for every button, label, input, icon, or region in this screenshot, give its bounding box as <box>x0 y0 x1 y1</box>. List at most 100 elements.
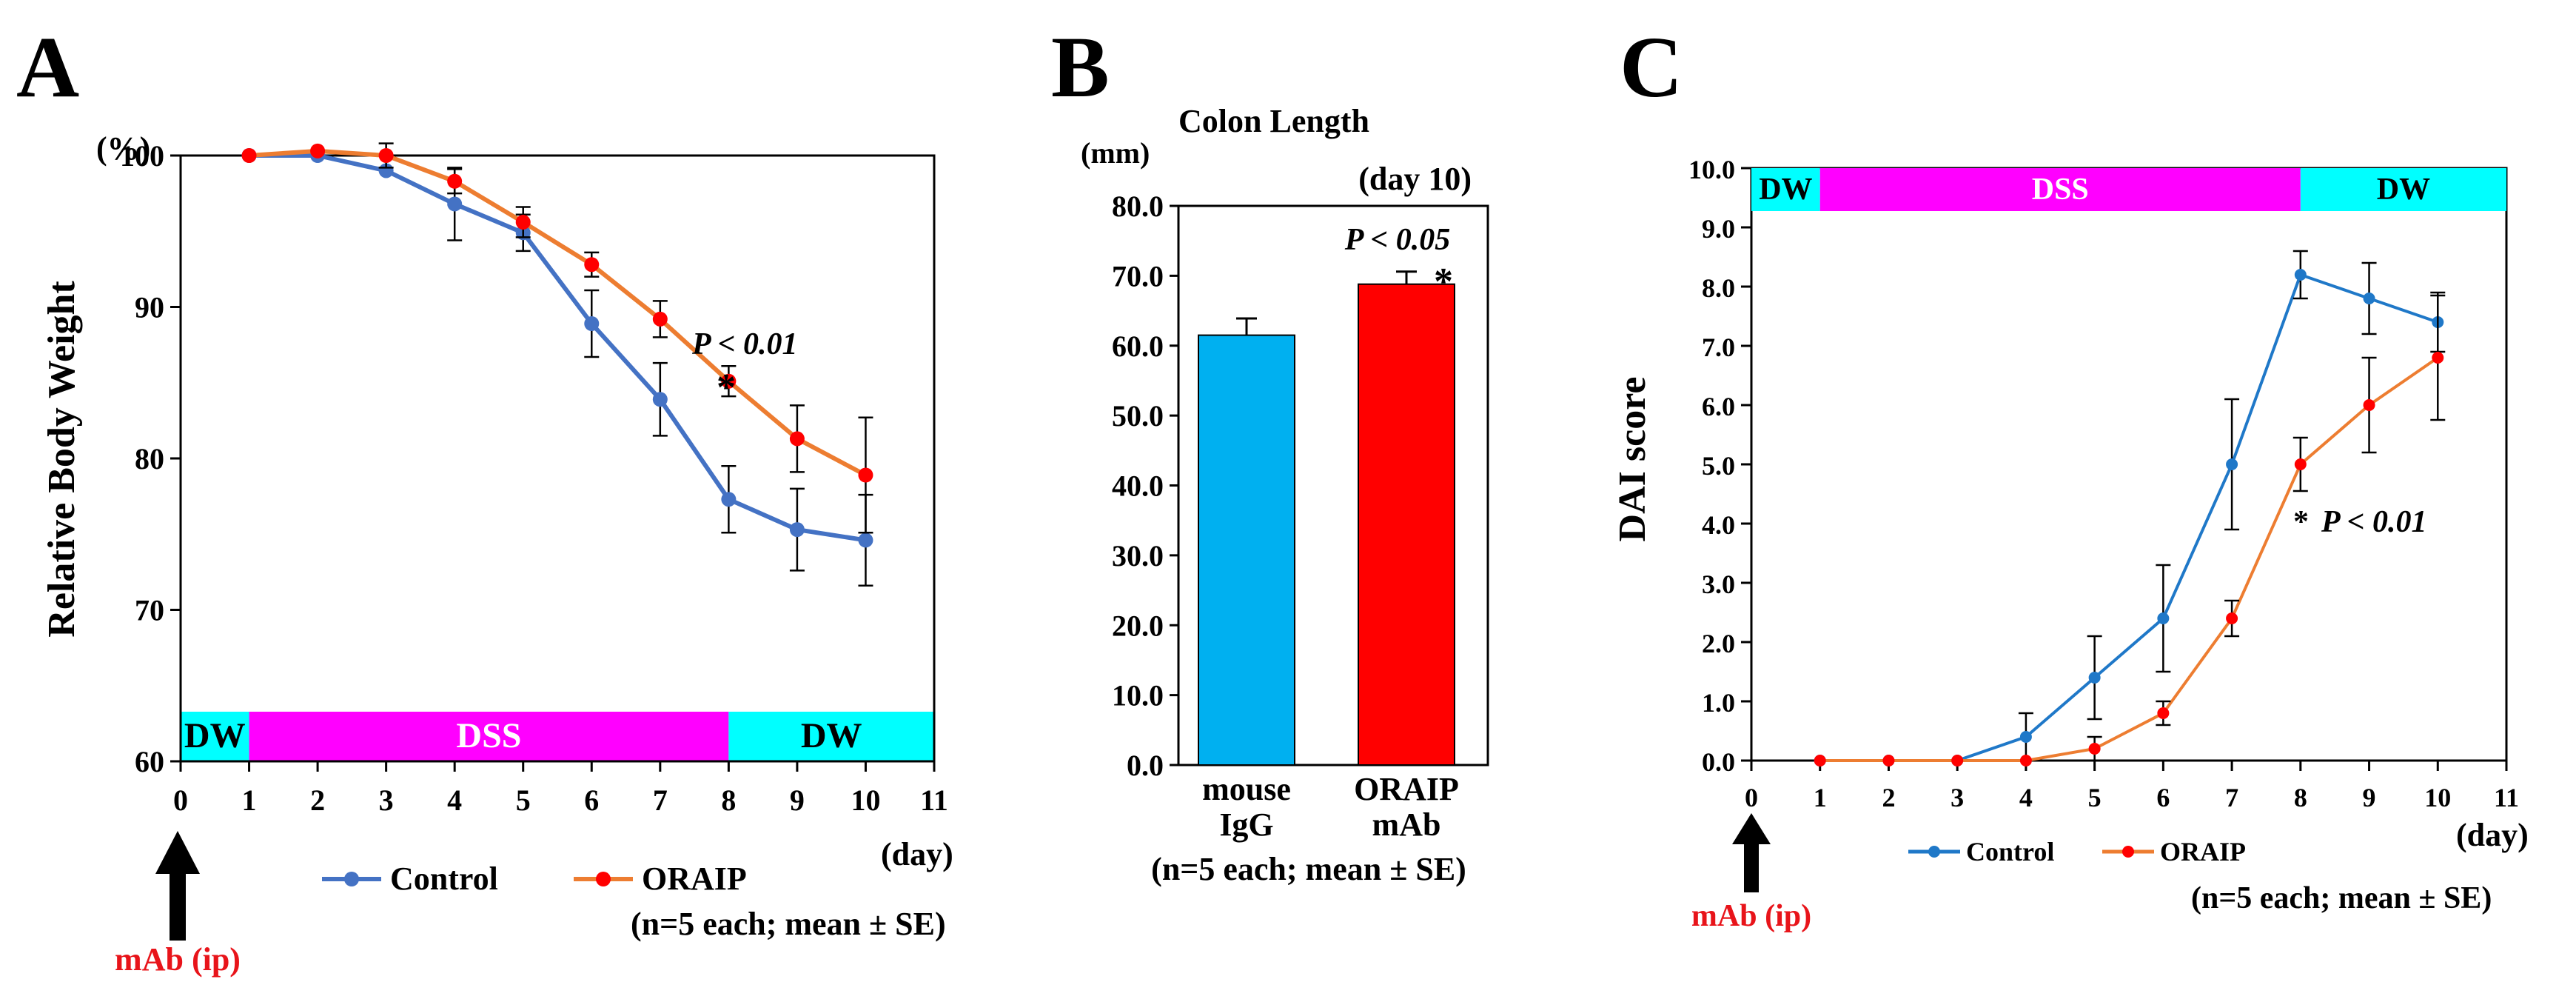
band-label-dss-1: DSS <box>456 716 521 755</box>
panel-c-letter: C <box>1620 19 1683 116</box>
series-line-control <box>249 153 866 543</box>
y-tick-label: 40.0 <box>1112 470 1164 503</box>
y-tick-label: 10.0 <box>1688 155 1735 184</box>
panel-a-legend-note: (n=5 each; mean ± SE) <box>631 906 946 942</box>
panel-b-title: Colon Length <box>1178 103 1369 139</box>
x-tick-label: 0 <box>1745 783 1758 812</box>
y-tick-label: 5.0 <box>1702 451 1735 481</box>
band-label-dw-2: DW <box>801 716 862 755</box>
x-tick-label: 7 <box>2225 783 2238 812</box>
x-tick-label: 10 <box>2424 783 2451 812</box>
panel-a-y-unit: (%) <box>96 130 150 167</box>
x-tick-label: 9 <box>2363 783 2376 812</box>
panel-c-x-label: (day) <box>2456 817 2529 853</box>
data-point-oraip <box>858 467 873 483</box>
y-tick-label: 0.0 <box>1127 749 1164 782</box>
data-point-oraip <box>447 173 463 189</box>
panel-b-bars <box>1198 270 1455 766</box>
x-tick-label: 4 <box>447 784 462 817</box>
panel-b-y-unit: (mm) <box>1081 136 1150 170</box>
panel-a-significance: P < 0.01 <box>691 327 798 361</box>
panel-c-significance: P < 0.01 <box>2321 505 2427 539</box>
panel-c-x-ticks: 0 1 2 3 4 5 6 7 8 9 10 11 <box>1745 761 2519 812</box>
panel-c: C DW DSS DW 0.0 1.0 2.0 3.0 4.0 5.0 6.0 7.0 8.0 9.0… <box>1611 19 2529 933</box>
panel-a-y-label: Relative Body Weight <box>41 281 83 638</box>
band-label-dss-1: DSS <box>2032 173 2089 207</box>
data-point-oraip <box>1951 755 1964 766</box>
panel-a-x-ticks: 0 1 2 3 4 5 6 7 8 9 10 11 <box>173 761 948 817</box>
y-tick-label: 3.0 <box>1702 570 1735 599</box>
band-label-dw-0: DW <box>1759 173 1812 207</box>
x-tick-label: 10 <box>851 784 880 817</box>
data-point-oraip <box>2432 352 2444 364</box>
panel-c-legend-control-marker <box>1928 846 1940 858</box>
data-point-oraip <box>2363 399 2375 411</box>
series-line-oraip <box>249 148 867 478</box>
bar-2 <box>1358 283 1455 766</box>
panel-c-mab-label: mAb (ip) <box>1691 899 1811 933</box>
series-control <box>241 148 873 587</box>
panel-a-treatment-bands: DW DSS DW <box>181 712 934 761</box>
panel-a-significance-star: * <box>717 367 736 409</box>
x-tick-label: 11 <box>920 784 948 817</box>
data-point-oraip <box>310 143 326 158</box>
y-tick-label: 60 <box>135 745 164 778</box>
y-tick-label: 7.0 <box>1702 333 1735 362</box>
panel-b-letter: B <box>1051 19 1110 116</box>
panel-a-y-ticks: 60 70 80 90 100 <box>120 139 181 778</box>
data-point-oraip <box>2226 612 2238 624</box>
x-tick-label: 8 <box>721 784 736 817</box>
band-dw-0 <box>181 712 249 761</box>
y-tick-label: 70.0 <box>1112 259 1164 293</box>
y-tick-label: 9.0 <box>1702 214 1735 244</box>
y-tick-label: 100 <box>120 139 164 173</box>
panel-a-legend-oraip-marker <box>596 872 611 886</box>
panel-b-category-2-line1: ORAIP <box>1354 771 1459 807</box>
data-point-oraip <box>652 311 668 327</box>
panel-c-legend-oraip-marker <box>2122 846 2134 858</box>
panel-a-mab-label: mAb (ip) <box>115 941 241 978</box>
data-point-oraip <box>515 214 531 230</box>
panel-b-category-1-line2: IgG <box>1219 806 1273 843</box>
panel-a: A (%) DW DSS DW 60 70 80 90 100 0 1 2 3 4 5 6 7 8 9 10 11… <box>16 19 953 978</box>
x-tick-label: 6 <box>584 784 599 817</box>
data-point-control <box>447 196 463 212</box>
panel-c-legend: Control ORAIP (n=5 each; mean ± SE) <box>1908 837 2492 915</box>
y-tick-label: 30.0 <box>1112 539 1164 572</box>
panel-a-legend-oraip-label: ORAIP <box>642 861 747 897</box>
x-tick-label: 8 <box>2294 783 2307 812</box>
panel-b-significance-star: * <box>1434 261 1453 303</box>
panel-b: B Colon Length (day 10) (mm) 0.0 10.0 20.0… <box>1051 19 1489 887</box>
y-tick-label: 60.0 <box>1112 330 1164 363</box>
panel-a-series <box>241 142 873 587</box>
panel-a-legend-control-label: Control <box>390 861 498 897</box>
y-tick-label: 2.0 <box>1702 629 1735 658</box>
data-point-control <box>2088 672 2101 684</box>
y-tick-label: 10.0 <box>1112 679 1164 712</box>
panel-a-injection-arrow <box>155 831 200 941</box>
panel-c-legend-control-label: Control <box>1966 837 2054 866</box>
x-tick-label: 6 <box>2156 783 2170 812</box>
data-point-control <box>858 532 873 548</box>
band-dss-1 <box>249 712 729 761</box>
data-point-oraip <box>789 431 805 447</box>
x-tick-label: 7 <box>653 784 668 817</box>
x-tick-label: 2 <box>310 784 325 817</box>
data-point-control <box>789 522 805 538</box>
band-dw-0 <box>1751 168 1820 211</box>
panel-a-legend-control-marker <box>344 872 359 886</box>
data-point-oraip <box>2294 458 2307 470</box>
data-point-oraip <box>2157 707 2170 719</box>
data-point-oraip <box>1814 755 1826 766</box>
data-point-control <box>2226 458 2238 470</box>
panel-c-series <box>1814 250 2446 766</box>
x-tick-label: 4 <box>2019 783 2033 812</box>
bar-1 <box>1198 334 1295 766</box>
y-tick-label: 80 <box>135 442 164 475</box>
y-tick-label: 70 <box>135 594 164 627</box>
y-tick-label: 8.0 <box>1702 273 1735 303</box>
panel-a-letter: A <box>16 19 79 116</box>
y-tick-label: 4.0 <box>1702 510 1735 540</box>
data-point-oraip <box>584 257 600 273</box>
